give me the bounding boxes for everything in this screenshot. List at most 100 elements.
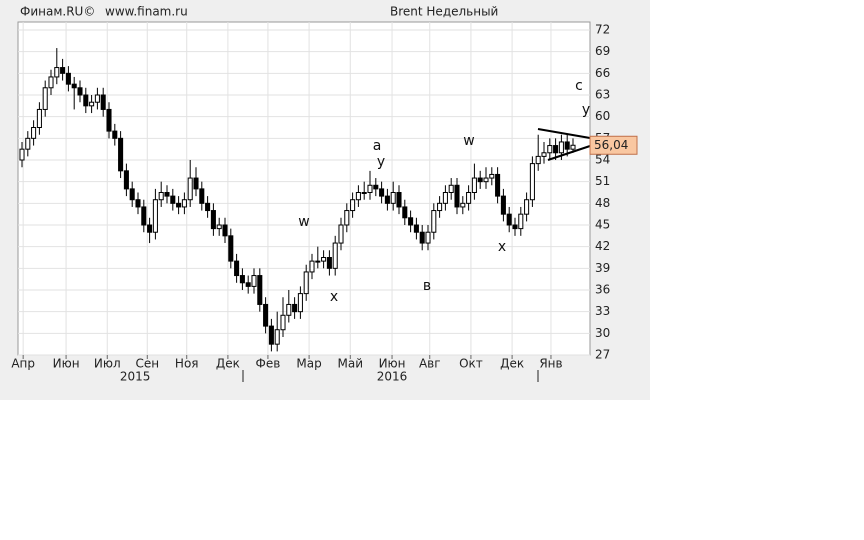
candle-body <box>355 192 361 201</box>
year-label: 2016 <box>377 370 408 384</box>
candle-body <box>384 195 390 204</box>
x-tick-label: Июн <box>379 357 406 371</box>
candle-body <box>332 242 338 269</box>
candle-body <box>228 235 234 262</box>
y-tick-label: 63 <box>595 88 610 102</box>
y-tick-label: 39 <box>595 261 610 275</box>
candle-body <box>506 213 512 226</box>
candle-body <box>500 195 506 215</box>
candle-body <box>147 224 153 233</box>
candle-body <box>558 141 564 154</box>
candle-body <box>402 206 408 219</box>
wave-label: w <box>463 133 474 149</box>
chart: Финам.RU© www.finam.ru Brent Недельный 2… <box>0 0 650 400</box>
candle-body <box>245 282 251 287</box>
plot-area <box>17 21 591 356</box>
x-tick-label: Май <box>338 357 364 371</box>
x-tick-label: Дек <box>216 357 240 371</box>
y-tick-label: 60 <box>595 109 610 123</box>
y-tick-label: 36 <box>595 283 610 297</box>
candle-body <box>280 314 286 331</box>
candle-body <box>524 199 530 215</box>
candle-body <box>390 192 396 204</box>
candle-body <box>489 173 495 179</box>
x-tick-label: Апр <box>11 357 35 371</box>
wave-label: x <box>330 289 338 305</box>
candle-body <box>570 144 576 150</box>
candle-body <box>268 325 274 345</box>
candle-body <box>65 72 71 85</box>
candle-body <box>437 202 443 212</box>
candle-body <box>193 177 199 190</box>
candle-body <box>344 210 350 226</box>
x-tick-label: Окт <box>459 357 483 371</box>
candle-body <box>419 231 425 244</box>
candle-body <box>135 199 141 208</box>
candle-body <box>448 184 454 193</box>
candle-body <box>495 173 501 197</box>
wave-label: a <box>373 138 382 154</box>
candle-body <box>408 217 414 226</box>
candle-body <box>187 177 193 201</box>
candle-body <box>303 271 309 295</box>
candle-body <box>199 188 205 204</box>
candle-body <box>141 206 147 226</box>
candle-body <box>94 94 100 103</box>
candles <box>19 48 576 352</box>
y-tick-label: 66 <box>595 66 610 80</box>
candle-body <box>274 329 280 345</box>
candle-body <box>118 137 124 172</box>
candle-body <box>251 275 257 287</box>
candle-body <box>48 76 54 89</box>
candle-body <box>512 224 518 230</box>
wave-label: w <box>298 214 309 230</box>
candle-body <box>83 94 89 107</box>
y-tick-label: 51 <box>595 174 610 188</box>
candle-body <box>164 192 170 197</box>
y-tick-label: 27 <box>595 348 610 362</box>
candle-body <box>210 210 216 230</box>
candle-body <box>321 257 327 262</box>
candle-body <box>31 127 37 139</box>
candle-body <box>263 303 269 327</box>
candle-body <box>181 199 187 208</box>
x-tick-label: Янв <box>539 357 562 371</box>
candle-body <box>373 184 379 190</box>
candle-body <box>71 83 77 89</box>
grid <box>18 22 590 356</box>
candle-body <box>315 260 321 263</box>
y-tick-label: 54 <box>595 153 610 167</box>
year-label: 2015 <box>120 370 151 384</box>
candle-body <box>170 195 176 204</box>
y-tick-label: 42 <box>595 239 610 253</box>
x-tick-label: Фев <box>256 357 281 371</box>
candle-body <box>216 224 222 230</box>
candle-body <box>326 257 332 269</box>
candle-body <box>535 155 541 165</box>
candle-body <box>367 184 373 193</box>
candle-body <box>466 192 472 204</box>
x-tick-label: Июл <box>94 357 121 371</box>
candle-body <box>361 192 367 194</box>
wave-label: x <box>498 239 506 255</box>
header-site: www.finam.ru <box>105 5 188 19</box>
candle-body <box>541 152 547 157</box>
candle-body <box>286 303 292 316</box>
candle-body <box>222 224 228 237</box>
x-tick-label: Сен <box>135 357 159 371</box>
candle-body <box>60 67 66 74</box>
candle-body <box>257 275 263 305</box>
x-tick-label: Дек <box>500 357 524 371</box>
candle-body <box>292 303 298 313</box>
candle-body <box>239 275 245 284</box>
candle-body <box>54 67 60 78</box>
candle-body <box>425 231 431 244</box>
candle-body <box>25 137 31 150</box>
price-label: 56,04 <box>594 138 628 152</box>
candle-body <box>112 130 118 139</box>
candle-body <box>413 224 419 233</box>
candle-body <box>460 202 466 208</box>
candle-body <box>379 188 385 197</box>
candle-body <box>42 87 48 110</box>
candle-body <box>477 177 483 183</box>
